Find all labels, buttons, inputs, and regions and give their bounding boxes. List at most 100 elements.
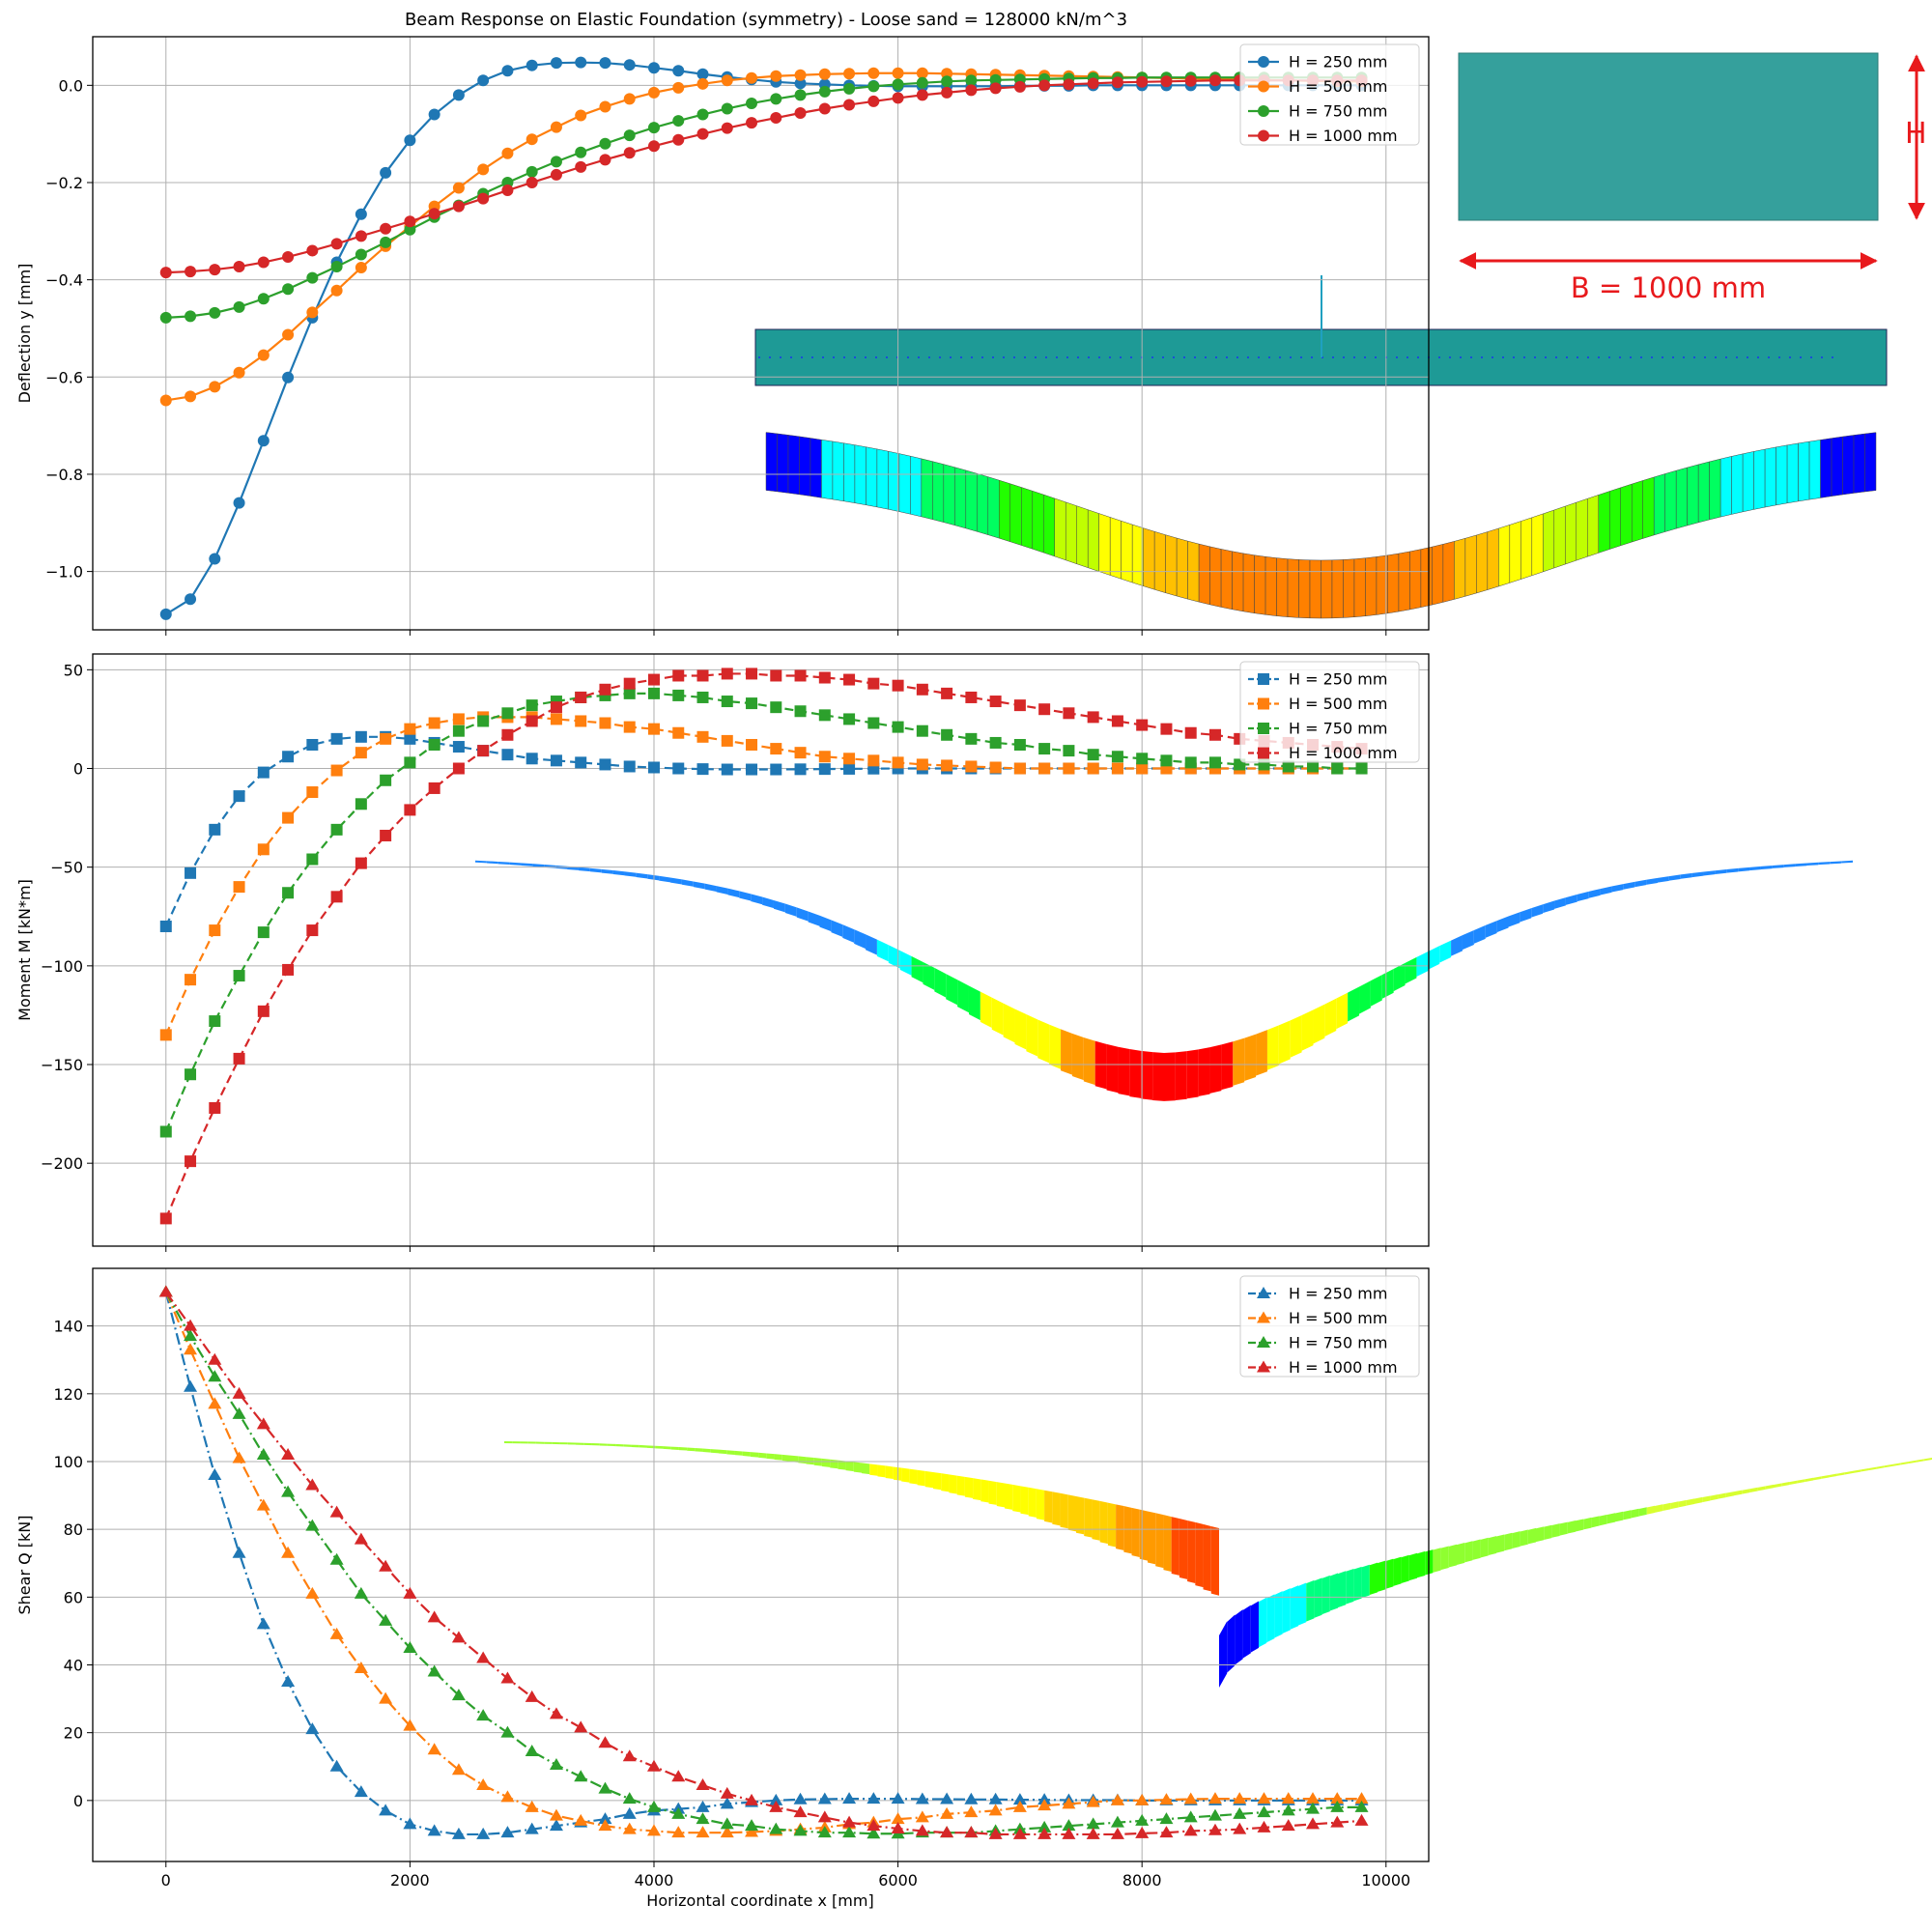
data-point	[159, 311, 172, 324]
data-point	[842, 1826, 857, 1838]
data-point	[525, 1800, 539, 1812]
legend-marker	[1258, 80, 1269, 93]
y-tick-label: 0	[73, 760, 83, 779]
data-point	[1136, 762, 1149, 775]
data-point	[770, 701, 782, 714]
data-point	[1233, 1806, 1247, 1819]
data-point	[1184, 726, 1197, 739]
data-point	[354, 1662, 368, 1674]
data-point	[1063, 78, 1075, 91]
data-point	[452, 724, 465, 737]
data-point	[427, 1664, 441, 1677]
data-point	[355, 747, 367, 759]
data-point	[526, 753, 538, 765]
data-point	[232, 1546, 246, 1558]
data-point	[916, 89, 928, 101]
data-point	[159, 394, 172, 407]
data-point	[843, 82, 856, 95]
data-point	[256, 1617, 270, 1630]
data-point	[916, 76, 928, 89]
data-point	[281, 1447, 296, 1460]
data-point	[696, 730, 709, 743]
data-point	[1183, 1810, 1198, 1823]
data-point	[647, 687, 660, 699]
data-point	[501, 749, 514, 761]
data-point	[575, 715, 587, 727]
data-point	[1087, 762, 1099, 775]
data-point	[379, 1804, 393, 1816]
data-point	[403, 1719, 417, 1731]
data-point	[209, 1015, 221, 1028]
data-point	[550, 701, 562, 714]
section-width-label: B = 1000 mm	[1571, 271, 1766, 304]
data-point	[1184, 756, 1197, 769]
overlay-images: H B = 1000 mm	[475, 52, 1932, 1688]
legend-label: H = 500 mm	[1289, 77, 1387, 96]
data-point	[501, 707, 514, 720]
data-point	[1354, 1800, 1369, 1812]
data-point	[379, 1559, 393, 1572]
data-point	[1136, 753, 1149, 765]
data-point	[1184, 74, 1197, 87]
data-point	[159, 920, 172, 932]
legend-marker	[1258, 697, 1269, 710]
data-point	[817, 1810, 832, 1823]
y-tick-label: 60	[64, 1588, 83, 1606]
data-point	[867, 754, 880, 767]
data-point	[550, 168, 562, 181]
data-point	[501, 147, 514, 159]
y-tick-label: −150	[41, 1056, 83, 1074]
data-point	[623, 677, 636, 690]
data-point	[646, 1824, 661, 1836]
data-point	[355, 730, 367, 743]
data-point	[306, 853, 319, 866]
data-point	[599, 758, 611, 771]
data-point	[1135, 1826, 1150, 1838]
data-point	[257, 843, 270, 856]
data-point	[209, 1101, 221, 1114]
data-point	[476, 1651, 491, 1663]
data-point	[1160, 75, 1173, 88]
data-point	[988, 1827, 1003, 1839]
data-point	[1038, 79, 1051, 92]
data-point	[598, 1736, 612, 1748]
data-point	[770, 70, 782, 82]
data-point	[380, 774, 392, 786]
data-point	[623, 59, 636, 71]
data-point	[500, 1671, 515, 1684]
data-point	[305, 1519, 320, 1531]
data-point	[185, 1155, 197, 1168]
data-point	[892, 92, 904, 104]
data-point	[574, 1770, 588, 1782]
data-point	[306, 271, 319, 284]
data-point	[256, 1447, 270, 1460]
data-point	[867, 80, 880, 93]
legend-marker	[1258, 747, 1269, 759]
data-point	[1110, 1793, 1124, 1805]
data-point	[746, 97, 758, 109]
data-point	[867, 1827, 881, 1839]
legend-marker	[1257, 1336, 1270, 1348]
data-point	[746, 763, 758, 776]
data-point	[1037, 1827, 1052, 1839]
data-point	[476, 1827, 491, 1839]
data-point	[623, 687, 636, 699]
data-point	[1110, 1827, 1124, 1839]
data-point	[916, 67, 928, 79]
data-point	[867, 677, 880, 690]
data-point	[282, 811, 295, 824]
chart-panel-moment: −200 −150 −100 −50 0 50 Moment M [kN*m] H = 250…	[15, 653, 1430, 1252]
data-point	[575, 146, 587, 158]
data-point	[282, 250, 295, 263]
data-point	[793, 1824, 808, 1836]
x-axis-label: Horizontal coordinate x [mm]	[646, 1891, 873, 1910]
legend-label: H = 750 mm	[1289, 102, 1387, 121]
cross-section-diagram: H B = 1000 mm	[1458, 52, 1927, 304]
data-point	[892, 756, 904, 769]
data-point	[964, 1805, 979, 1818]
data-point	[282, 887, 295, 899]
data-point	[403, 1817, 417, 1830]
data-point	[1013, 738, 1026, 751]
data-point	[477, 74, 490, 87]
y-tick-label: −0.8	[45, 466, 83, 484]
